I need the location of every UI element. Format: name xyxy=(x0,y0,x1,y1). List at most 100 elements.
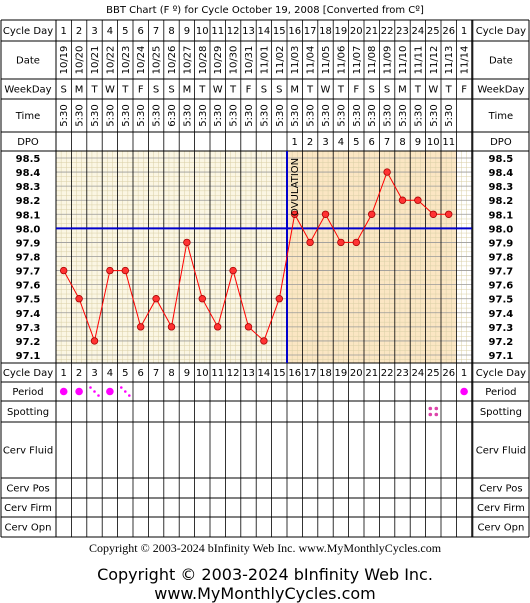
row-label-cerv-pos: Cerv Pos xyxy=(6,484,49,495)
date-label: 10/23 xyxy=(121,46,132,75)
dpo-number: 7 xyxy=(384,137,390,148)
cycle-day-number: 22 xyxy=(381,26,394,37)
cycle-day-number: 16 xyxy=(288,26,301,37)
temperature-point[interactable] xyxy=(429,210,437,218)
cycle-day-number: 11 xyxy=(211,26,224,37)
temperature-point[interactable] xyxy=(90,337,99,345)
dpo-number: 8 xyxy=(399,137,405,148)
weekday-label: T xyxy=(337,85,345,96)
cycle-day-number-bottom: 19 xyxy=(335,368,348,379)
cycle-day-number-bottom: 9 xyxy=(184,368,190,379)
y-tick-label: 98.1 xyxy=(16,210,41,221)
cycle-day-number-bottom: 24 xyxy=(412,368,425,379)
spotting-dot xyxy=(434,412,439,417)
y-tick-label-right: 97.5 xyxy=(489,295,514,306)
time-label: 5:30 xyxy=(306,104,317,126)
cycle-day-number-bottom: 17 xyxy=(304,368,317,379)
temperature-point[interactable] xyxy=(275,295,283,303)
temperature-point[interactable] xyxy=(121,266,129,275)
temperature-point[interactable] xyxy=(414,196,422,204)
row-label-right-period: Period xyxy=(485,387,516,398)
row-label-right-cycle-day: Cycle Day xyxy=(476,368,526,379)
cycle-day-number: 23 xyxy=(396,26,409,37)
temperature-point[interactable] xyxy=(152,295,160,303)
cycle-day-number: 17 xyxy=(304,26,317,37)
y-tick-label-right: 98.4 xyxy=(489,168,514,179)
y-tick-label: 98.2 xyxy=(16,196,41,207)
temperature-point[interactable] xyxy=(244,323,253,331)
row-label-right-cerv-firm: Cerv Firm xyxy=(477,503,525,514)
date-label: 10/20 xyxy=(75,46,86,75)
y-tick-label: 97.7 xyxy=(16,267,41,278)
date-label: 10/22 xyxy=(105,46,116,75)
cycle-day-number: 26 xyxy=(442,26,455,37)
period-dot xyxy=(59,387,68,396)
cycle-day-number: 19 xyxy=(335,26,348,37)
temperature-point[interactable] xyxy=(60,266,68,275)
cycle-day-number-bottom: 6 xyxy=(138,368,144,379)
temperature-point[interactable] xyxy=(368,210,376,218)
temperature-point[interactable] xyxy=(321,210,330,218)
temperature-point[interactable] xyxy=(398,196,407,204)
period-spot xyxy=(124,390,127,393)
cycle-day-number-bottom: 26 xyxy=(442,368,455,379)
date-label: 11/11 xyxy=(413,46,424,75)
time-label: 5:30 xyxy=(90,104,101,126)
copyright: Copyright © 2003-2024 bInfinity Web Inc. xyxy=(97,565,433,584)
cycle-day-number: 10 xyxy=(196,26,209,37)
temperature-point[interactable] xyxy=(306,238,314,247)
cycle-day-number: 20 xyxy=(350,26,363,37)
site-link[interactable]: www.MyMonthlyCycles.com xyxy=(154,584,376,603)
row-label-right-cerv-opn: Cerv Opn xyxy=(477,523,524,534)
row-label-cerv-fluid: Cerv Fluid xyxy=(3,446,53,457)
temperature-point[interactable] xyxy=(352,238,360,247)
date-label: 10/24 xyxy=(136,46,147,75)
weekday-label: W xyxy=(105,85,115,96)
dpo-number: 11 xyxy=(442,137,455,148)
post-ovulation-area xyxy=(287,151,457,363)
time-label: 5:30 xyxy=(444,104,455,126)
row-label-right-cerv-fluid: Cerv Fluid xyxy=(476,446,526,457)
temperature-point[interactable] xyxy=(183,238,191,247)
weekday-label: T xyxy=(229,85,237,96)
temperature-point[interactable] xyxy=(106,266,114,275)
date-label: 10/29 xyxy=(213,46,224,75)
cycle-day-number: 8 xyxy=(168,26,174,37)
cycle-day-number-bottom: 14 xyxy=(258,368,271,379)
temperature-point[interactable] xyxy=(291,210,299,218)
temperature-point[interactable] xyxy=(229,266,237,275)
weekday-label: S xyxy=(168,85,174,96)
time-label: 5:30 xyxy=(352,104,363,126)
cycle-day-number-bottom: 4 xyxy=(107,368,113,379)
row-label-right-weekday: WeekDay xyxy=(477,85,524,96)
temperature-point[interactable] xyxy=(383,168,391,176)
weekday-label: S xyxy=(276,85,282,96)
time-label: 5:30 xyxy=(259,104,270,126)
temperature-point[interactable] xyxy=(260,337,268,345)
temperature-point[interactable] xyxy=(213,323,222,331)
cycle-day-number: 14 xyxy=(258,26,271,37)
date-label: 10/28 xyxy=(198,46,209,75)
time-label: 5:30 xyxy=(59,104,70,126)
date-label: 11/10 xyxy=(398,46,409,75)
time-label: 5:30 xyxy=(182,104,193,126)
temperature-point[interactable] xyxy=(75,295,83,303)
weekday-label: S xyxy=(153,85,159,96)
dpo-number: 10 xyxy=(427,137,440,148)
cycle-day-number: 12 xyxy=(227,26,240,37)
weekday-label: M xyxy=(183,85,192,96)
temperature-point[interactable] xyxy=(167,323,176,331)
cycle-day-number: 2 xyxy=(76,26,82,37)
temperature-point[interactable] xyxy=(445,210,453,218)
date-label: 11/08 xyxy=(367,46,378,75)
weekday-label: T xyxy=(198,85,206,96)
weekday-label: W xyxy=(428,85,438,96)
temperature-point[interactable] xyxy=(136,323,145,331)
temperature-point[interactable] xyxy=(198,295,206,303)
row-label-right-cycle-day: Cycle Day xyxy=(476,26,526,37)
time-label: 5:30 xyxy=(429,104,440,126)
time-label: 5:30 xyxy=(275,104,286,126)
date-label: 11/06 xyxy=(336,46,347,75)
temperature-point[interactable] xyxy=(337,238,345,247)
cycle-day-number-bottom: 12 xyxy=(227,368,240,379)
